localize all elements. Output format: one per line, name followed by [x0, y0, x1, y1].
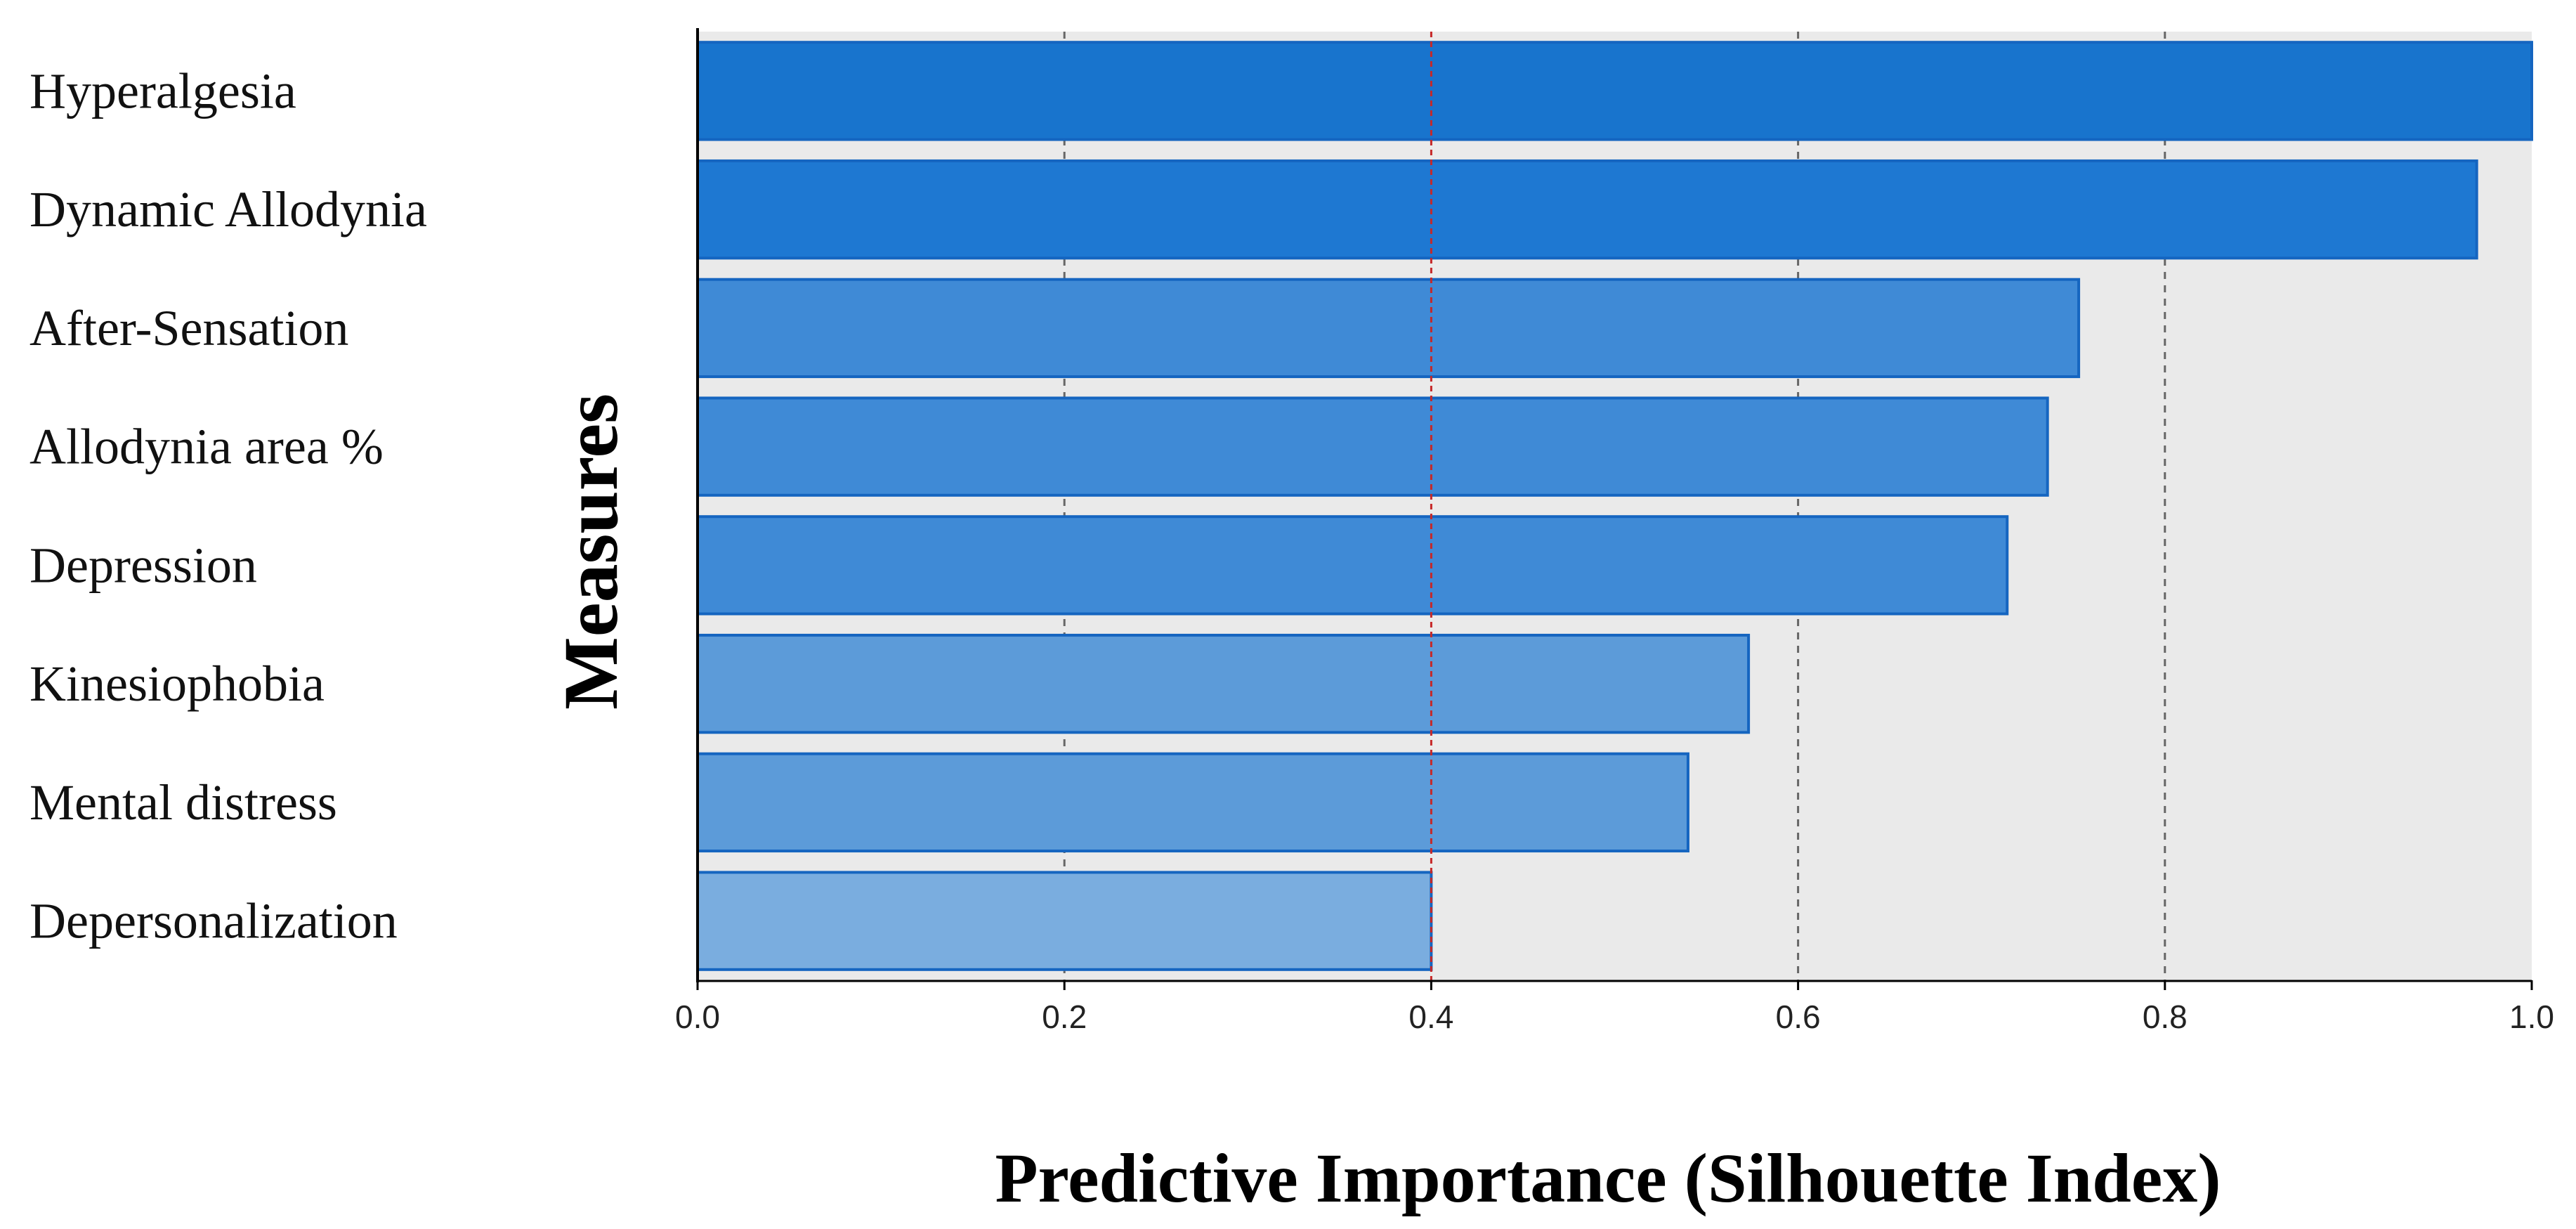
category-label: Hyperalgesia [30, 63, 296, 119]
x-ticks: 0.0 0.2 0.4 0.6 0.8 1.0 [675, 980, 2554, 1035]
bar [696, 515, 2009, 616]
x-tick-label: 0.0 [675, 999, 720, 1035]
category-label: After-Sensation [30, 300, 348, 356]
bar [696, 633, 1751, 734]
bar [696, 159, 2478, 260]
bar [696, 278, 2081, 379]
x-axis-title: Predictive Importance (Silhouette Index) [995, 1139, 2221, 1217]
category-label: Kinesiophobia [30, 656, 325, 712]
x-tick-label: 0.2 [1042, 999, 1087, 1035]
category-label: Allodynia area % [30, 419, 384, 475]
category-label: Depression [30, 537, 257, 593]
x-tick-label: 0.4 [1408, 999, 1453, 1035]
category-label: Mental distress [30, 774, 337, 831]
category-label: Depersonalization [30, 893, 398, 949]
category-labels: Hyperalgesia Dynamic Allodynia After-Sensa… [30, 63, 427, 949]
bar [696, 752, 1689, 853]
axes [696, 28, 2532, 982]
x-tick-label: 0.6 [1776, 999, 1821, 1035]
y-axis-title: Measures [548, 394, 634, 710]
bar [696, 396, 2049, 497]
x-tick-label: 1.0 [2509, 999, 2554, 1035]
bar [696, 871, 1433, 971]
bar [696, 41, 2533, 141]
x-tick-label: 0.8 [2143, 999, 2188, 1035]
category-label: Dynamic Allodynia [30, 181, 427, 238]
